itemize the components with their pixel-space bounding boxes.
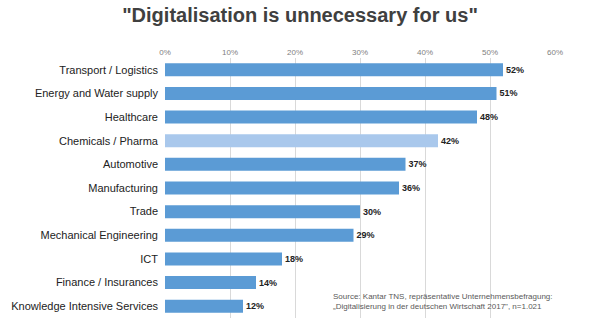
svg-text:Manufacturing: Manufacturing	[88, 182, 158, 194]
svg-text:18%: 18%	[285, 254, 303, 264]
svg-text:10%: 10%	[222, 48, 238, 57]
svg-text:"Digitalisation is unnecessary: "Digitalisation is unnecessary for us"	[122, 4, 478, 26]
svg-text:Chemicals / Pharma: Chemicals / Pharma	[59, 135, 159, 147]
svg-text:Trade: Trade	[130, 205, 158, 217]
svg-text:29%: 29%	[357, 230, 375, 240]
svg-text:Mechanical Engineering: Mechanical Engineering	[41, 229, 158, 241]
svg-text:42%: 42%	[441, 136, 459, 146]
svg-text:Finance / Insurances: Finance / Insurances	[56, 276, 159, 288]
svg-text:0%: 0%	[159, 48, 171, 57]
svg-text:Automotive: Automotive	[103, 158, 158, 170]
svg-text:Energy and Water supply: Energy and Water supply	[35, 87, 159, 99]
svg-text:30%: 30%	[352, 48, 368, 57]
svg-text:48%: 48%	[480, 112, 498, 122]
svg-text:40%: 40%	[417, 48, 433, 57]
svg-text:51%: 51%	[500, 88, 518, 98]
svg-text:20%: 20%	[287, 48, 303, 57]
svg-text:50%: 50%	[482, 48, 498, 57]
svg-text:37%: 37%	[409, 159, 427, 169]
svg-text:36%: 36%	[402, 183, 420, 193]
svg-text:60%: 60%	[547, 48, 563, 57]
svg-text:30%: 30%	[363, 207, 381, 217]
svg-text:Healthcare: Healthcare	[105, 111, 158, 123]
svg-text:ICT: ICT	[140, 253, 158, 265]
svg-text:12%: 12%	[246, 301, 264, 311]
svg-text:14%: 14%	[259, 278, 277, 288]
svg-text:Knowledge Intensive Services: Knowledge Intensive Services	[11, 300, 158, 312]
svg-text:Source: Kantar TNS, repräsenta: Source: Kantar TNS, repräsentative Unter…	[333, 292, 553, 311]
svg-text:Transport / Logistics: Transport / Logistics	[59, 64, 158, 76]
svg-text:52%: 52%	[506, 65, 524, 75]
